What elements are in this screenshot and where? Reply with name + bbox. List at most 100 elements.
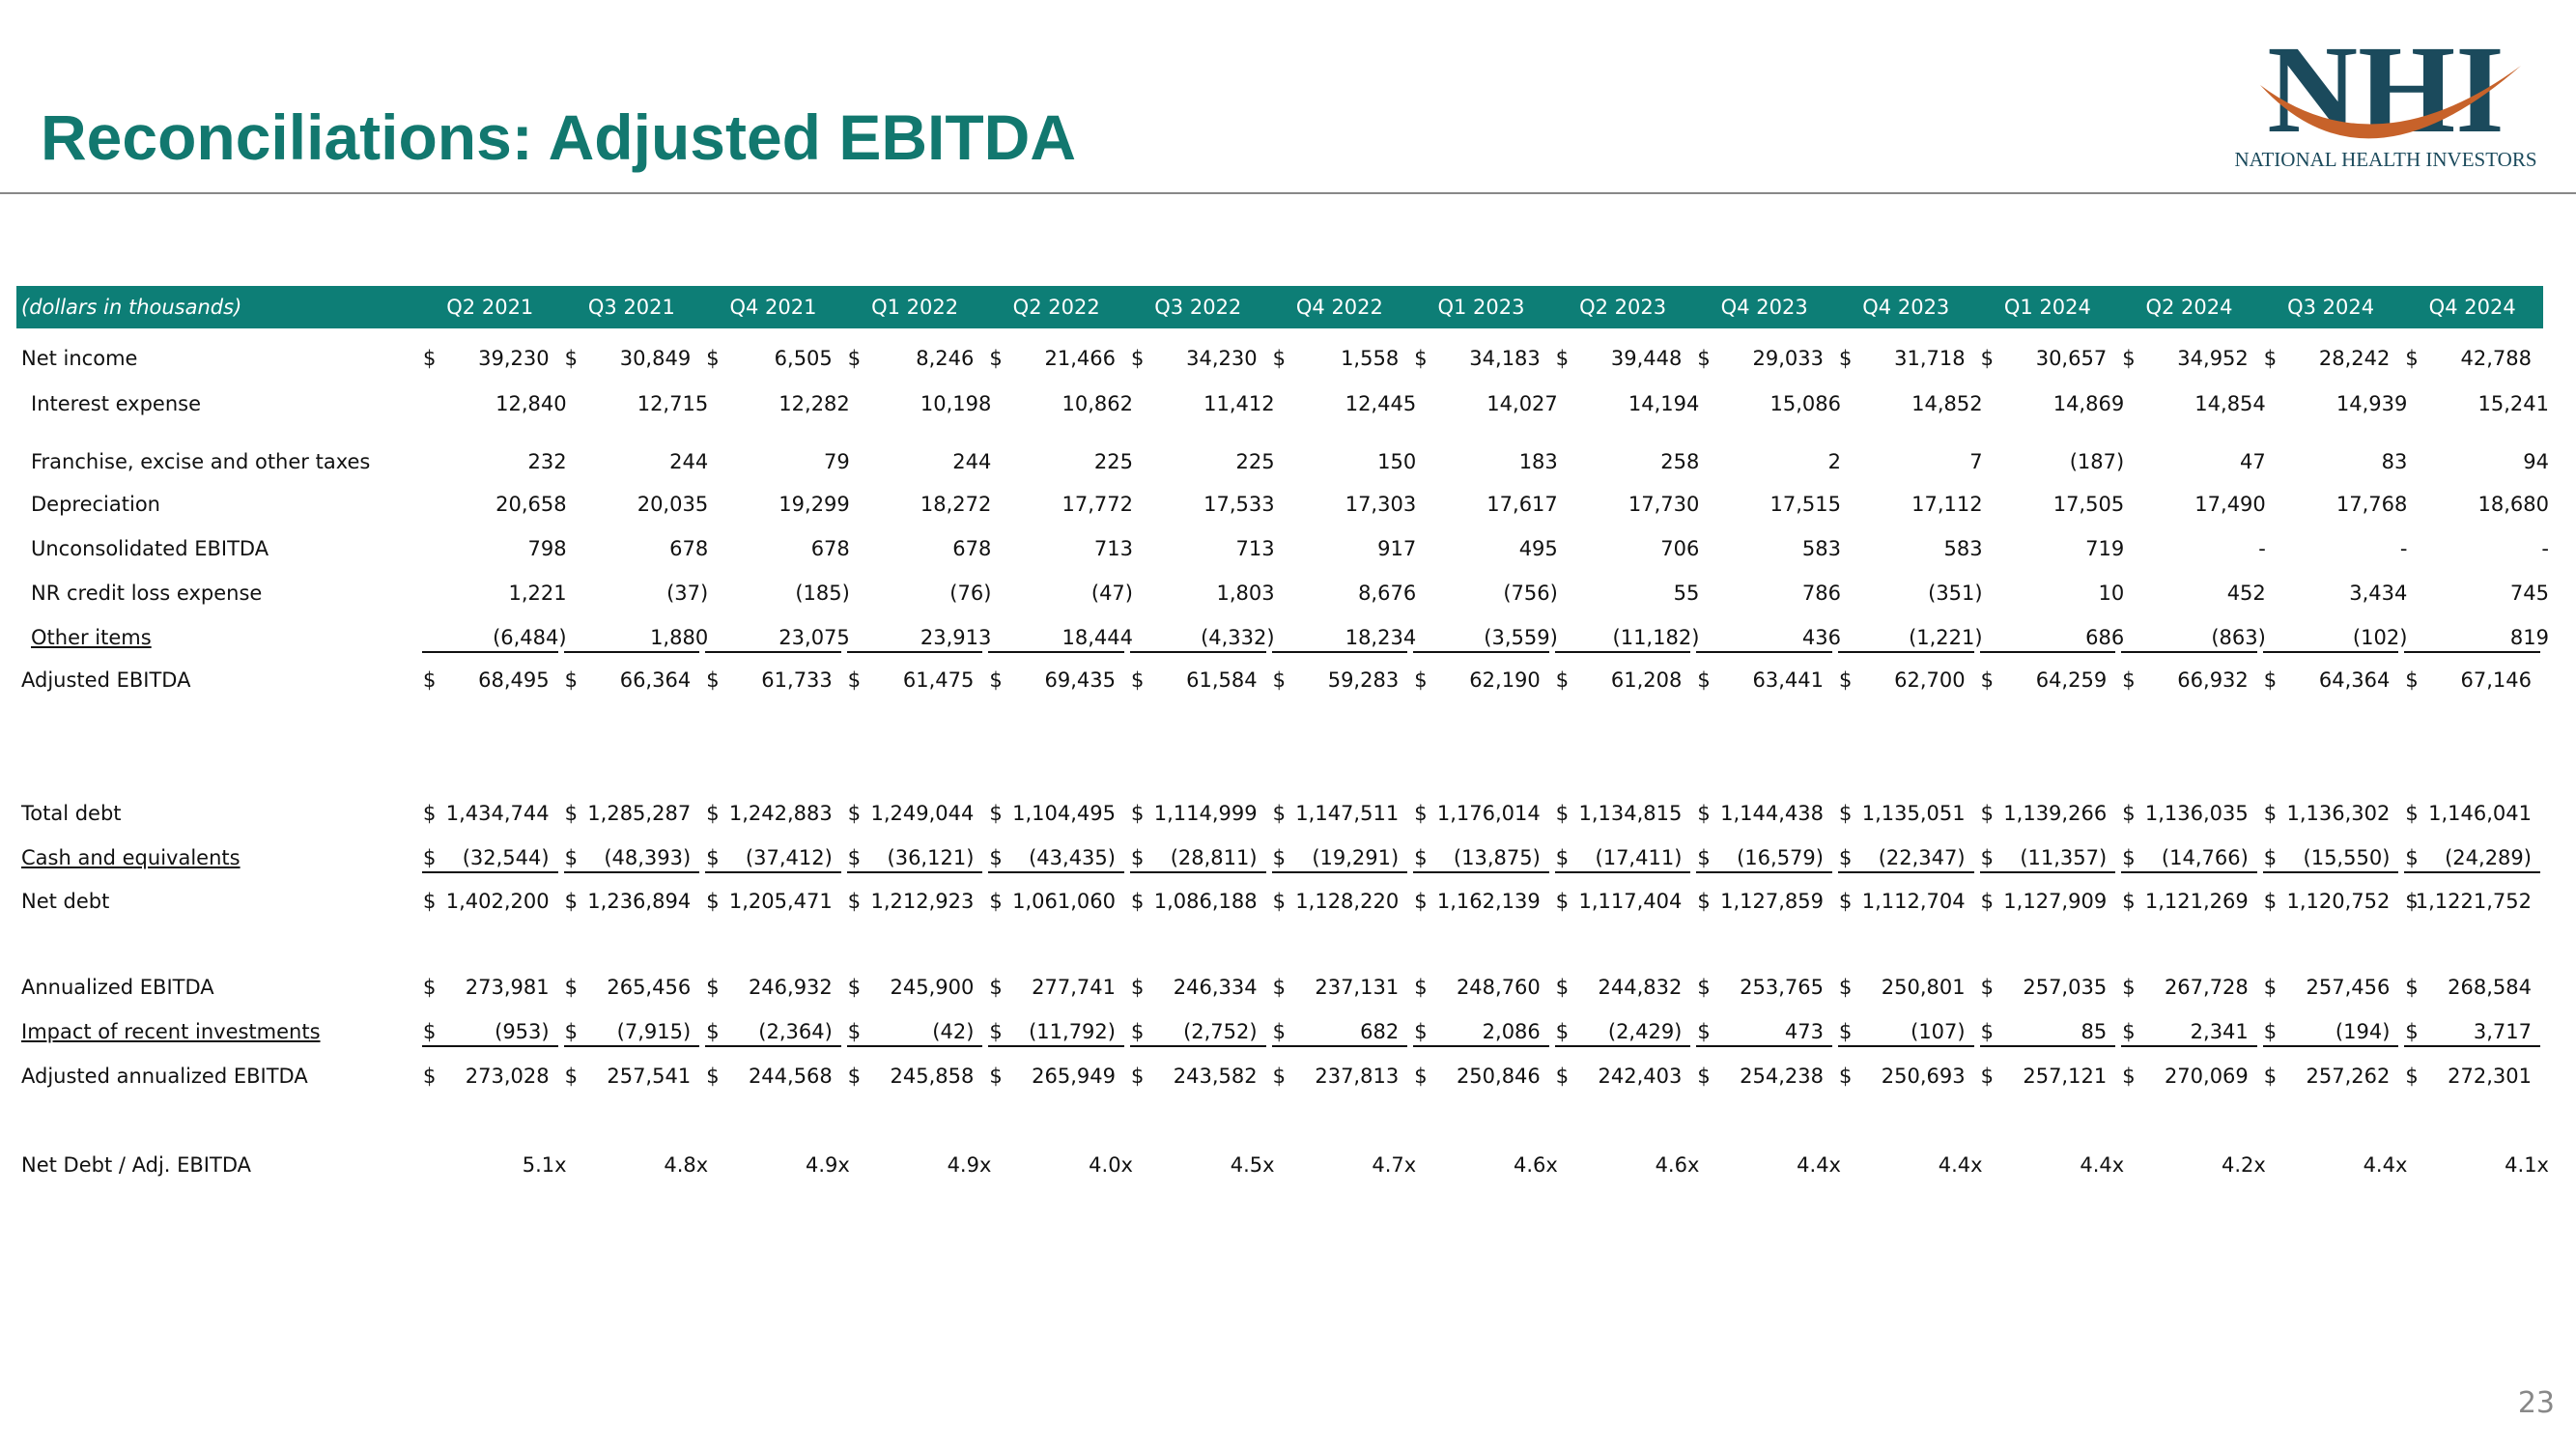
cell: 583 bbox=[1943, 537, 1983, 560]
cell-underline bbox=[1130, 871, 1266, 873]
currency: $ bbox=[2263, 668, 2278, 692]
cell: 452 bbox=[2226, 582, 2266, 605]
currency: $ bbox=[1131, 1020, 1145, 1043]
currency: $ bbox=[1555, 846, 1570, 869]
currency: $ bbox=[706, 802, 720, 825]
cell: 1,114,999 bbox=[1153, 802, 1258, 825]
cell: 495 bbox=[1518, 537, 1558, 560]
cell: (28,811) bbox=[1170, 846, 1258, 869]
cell: 257,456 bbox=[2306, 976, 2391, 999]
currency: $ bbox=[1697, 668, 1711, 692]
currency: $ bbox=[423, 890, 437, 913]
currency: $ bbox=[564, 802, 578, 825]
cell-underline bbox=[1130, 1045, 1266, 1047]
cell: 225 bbox=[1093, 450, 1133, 473]
cell: (3,559) bbox=[1484, 626, 1558, 649]
cell: 706 bbox=[1660, 537, 1700, 560]
cell: 246,334 bbox=[1173, 976, 1258, 999]
cell-underline bbox=[1696, 871, 1832, 873]
divider bbox=[0, 192, 2576, 194]
cell: 47 bbox=[2240, 450, 2266, 473]
cell: 8,246 bbox=[916, 347, 975, 370]
cell: 62,700 bbox=[1894, 668, 1966, 692]
cell-underline bbox=[1838, 871, 1974, 873]
cell: 682 bbox=[1360, 1020, 1400, 1043]
currency: $ bbox=[2122, 1020, 2136, 1043]
currency: $ bbox=[1839, 1020, 1853, 1043]
cell: 14,869 bbox=[2052, 392, 2125, 415]
cell: 68,495 bbox=[478, 668, 550, 692]
cell: 273,028 bbox=[465, 1065, 550, 1088]
cell: 2,086 bbox=[1482, 1020, 1541, 1043]
currency: $ bbox=[1839, 668, 1853, 692]
cell-underline bbox=[988, 871, 1124, 873]
currency: $ bbox=[1555, 976, 1570, 999]
cell: 686 bbox=[2085, 626, 2125, 649]
currency: $ bbox=[989, 976, 1003, 999]
currency: $ bbox=[847, 846, 862, 869]
cell: 20,658 bbox=[495, 493, 567, 516]
cell: 4.2x bbox=[2221, 1153, 2266, 1177]
cell: 1,120,752 bbox=[2286, 890, 2391, 913]
currency: $ bbox=[989, 347, 1003, 370]
currency: $ bbox=[2263, 976, 2278, 999]
currency: $ bbox=[1555, 1065, 1570, 1088]
currency: $ bbox=[706, 976, 720, 999]
cell: 1,136,302 bbox=[2286, 802, 2391, 825]
cell: 4.4x bbox=[1797, 1153, 1841, 1177]
currency: $ bbox=[1697, 976, 1711, 999]
currency: $ bbox=[1414, 802, 1428, 825]
cell: 244,568 bbox=[748, 1065, 833, 1088]
currency: $ bbox=[1697, 347, 1711, 370]
cell: 245,858 bbox=[890, 1065, 975, 1088]
cell: 270,069 bbox=[2164, 1065, 2249, 1088]
cell: 34,952 bbox=[2177, 347, 2249, 370]
currency: $ bbox=[847, 1065, 862, 1088]
currency: $ bbox=[564, 1020, 578, 1043]
cell: (37) bbox=[666, 582, 709, 605]
currency: $ bbox=[423, 1020, 437, 1043]
cell: (2,752) bbox=[1183, 1020, 1258, 1043]
currency: $ bbox=[564, 668, 578, 692]
cell: 786 bbox=[1801, 582, 1841, 605]
cell: 64,259 bbox=[2035, 668, 2108, 692]
cell: 59,283 bbox=[1327, 668, 1400, 692]
currency: $ bbox=[989, 890, 1003, 913]
currency: $ bbox=[1839, 1065, 1853, 1088]
cell: 30,657 bbox=[2035, 347, 2108, 370]
cell-underline bbox=[1271, 651, 1408, 653]
currency: $ bbox=[2122, 846, 2136, 869]
cell: 29,033 bbox=[1752, 347, 1824, 370]
currency: $ bbox=[989, 846, 1003, 869]
currency: $ bbox=[1272, 668, 1286, 692]
cell: (48,393) bbox=[604, 846, 692, 869]
page-number: 23 bbox=[2517, 1386, 2555, 1420]
cell: 1,402,200 bbox=[445, 890, 550, 913]
cell: 1,242,883 bbox=[728, 802, 833, 825]
column-header: Q4 2024 bbox=[2428, 296, 2516, 319]
logo: NHI NATIONAL HEALTH INVESTORS bbox=[2234, 27, 2536, 171]
cell: 250,801 bbox=[1881, 976, 1966, 999]
currency: $ bbox=[989, 1020, 1003, 1043]
currency: $ bbox=[706, 668, 720, 692]
cell: 34,183 bbox=[1469, 347, 1541, 370]
cell: 4.4x bbox=[1938, 1153, 1983, 1177]
cell: 67,146 bbox=[2460, 668, 2532, 692]
cell: 272,301 bbox=[2448, 1065, 2532, 1088]
cell: 6,505 bbox=[774, 347, 833, 370]
cell: 150 bbox=[1377, 450, 1417, 473]
currency: $ bbox=[1697, 846, 1711, 869]
cell: (15,550) bbox=[2303, 846, 2391, 869]
cell: 1,117,404 bbox=[1578, 890, 1683, 913]
cell: 14,027 bbox=[1486, 392, 1558, 415]
cell: 243,582 bbox=[1173, 1065, 1258, 1088]
cell: (11,182) bbox=[1612, 626, 1700, 649]
cell: 1,134,815 bbox=[1578, 802, 1683, 825]
currency: $ bbox=[1980, 802, 1994, 825]
cell: (76) bbox=[949, 582, 992, 605]
cell-underline bbox=[1413, 1045, 1549, 1047]
cell: 14,852 bbox=[1911, 392, 1983, 415]
cell: 242,403 bbox=[1598, 1065, 1683, 1088]
cell-underline bbox=[1554, 1045, 1691, 1047]
